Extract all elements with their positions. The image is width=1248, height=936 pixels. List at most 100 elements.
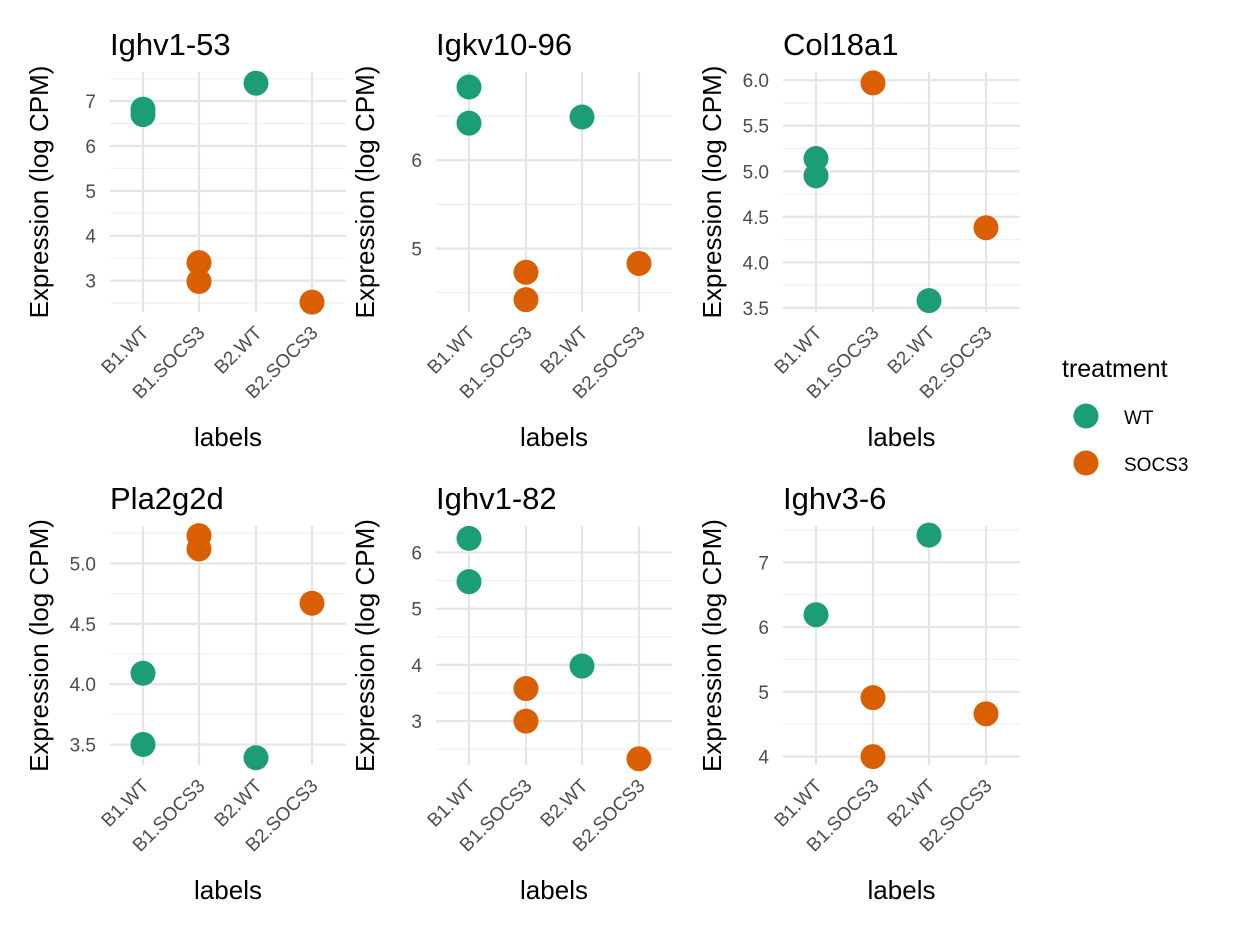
y-tick-label: 4.5	[743, 208, 769, 229]
point-b1-socs3-socs3	[513, 676, 539, 702]
y-tick-label: 7	[758, 553, 769, 574]
y-tick-label: 3.5	[743, 299, 769, 320]
legend-label-wt: WT	[1124, 408, 1154, 429]
y-tick-label: 5	[411, 600, 422, 621]
legend: treatment WT SOCS3	[1062, 355, 1188, 476]
y-tick-label: 5	[411, 239, 422, 260]
y-tick-label: 5	[758, 683, 769, 704]
point-b1-wt-wt	[456, 74, 482, 100]
y-axis-title: Expression (log CPM)	[350, 66, 380, 319]
y-tick-label: 6	[85, 137, 96, 158]
panel-title: Ighv3-6	[783, 481, 886, 516]
x-tick-label-b2-wt: B2.WT	[884, 775, 940, 831]
y-tick-label: 3	[411, 712, 422, 733]
y-tick-label: 5.0	[743, 162, 769, 183]
y-tick-label: 6.0	[743, 71, 769, 92]
y-tick-label: 6	[758, 618, 769, 639]
y-tick-label: 5.5	[743, 117, 769, 138]
point-b1-wt-wt	[456, 110, 482, 136]
x-tick-label-b1-wt: B1.WT	[98, 322, 154, 378]
point-b1-socs3-socs3	[186, 268, 212, 294]
point-b2-wt-wt	[916, 288, 942, 314]
point-b2-socs3-socs3	[973, 701, 999, 727]
point-b2-wt-wt	[569, 653, 595, 679]
x-tick-label-b2-wt: B2.WT	[211, 322, 267, 378]
legend-key-socs3	[1073, 450, 1099, 476]
x-axis-title: labels	[194, 422, 262, 452]
y-axis-title: Expression (log CPM)	[350, 519, 380, 772]
panel-title: Pla2g2d	[110, 481, 224, 516]
point-b1-wt-wt	[803, 163, 829, 189]
legend-label-socs3: SOCS3	[1124, 455, 1188, 476]
y-tick-label: 3.5	[70, 735, 96, 756]
x-axis-title: labels	[194, 875, 262, 905]
x-tick-label-b1-wt: B1.WT	[424, 775, 480, 831]
point-b2-wt-wt	[916, 522, 942, 548]
y-tick-label: 4	[411, 656, 422, 677]
point-b1-wt-wt	[456, 569, 482, 595]
point-b2-socs3-socs3	[626, 746, 652, 772]
legend-title: treatment	[1062, 355, 1168, 383]
point-b2-wt-wt	[243, 745, 269, 771]
x-tick-label-b1-wt: B1.WT	[424, 322, 480, 378]
y-axis-title: Expression (log CPM)	[697, 519, 727, 772]
y-tick-label: 5	[85, 182, 96, 203]
x-tick-label-b2-wt: B2.WT	[884, 322, 940, 378]
point-b1-socs3-socs3	[513, 259, 539, 285]
point-b1-wt-wt	[130, 731, 156, 757]
y-tick-label: 7	[85, 92, 96, 113]
point-b2-socs3-socs3	[626, 250, 652, 276]
point-b1-socs3-socs3	[860, 744, 886, 770]
y-tick-label: 6	[411, 151, 422, 172]
x-axis-title: labels	[520, 875, 588, 905]
y-tick-label: 3	[85, 272, 96, 293]
point-b1-socs3-socs3	[186, 250, 212, 276]
point-b2-wt-wt	[243, 70, 269, 96]
y-axis-title: Expression (log CPM)	[24, 66, 54, 319]
point-b1-wt-wt	[803, 602, 829, 628]
y-tick-label: 4.0	[743, 253, 769, 274]
point-b2-socs3-socs3	[973, 215, 999, 241]
point-b2-wt-wt	[569, 104, 595, 130]
point-b1-wt-wt	[456, 525, 482, 551]
point-b1-socs3-socs3	[513, 708, 539, 734]
y-tick-label: 4.0	[70, 675, 96, 696]
y-tick-label: 4	[85, 227, 96, 248]
x-tick-label-b1-wt: B1.WT	[771, 775, 827, 831]
point-b1-wt-wt	[130, 660, 156, 686]
panel-title: Igkv10-96	[436, 27, 572, 62]
legend-key-wt	[1073, 403, 1099, 429]
point-b1-socs3-socs3	[860, 685, 886, 711]
panel-title: Ighv1-82	[436, 481, 557, 516]
point-b2-socs3-socs3	[299, 289, 325, 315]
y-axis-title: Expression (log CPM)	[24, 519, 54, 772]
point-b1-wt-wt	[803, 146, 829, 172]
x-tick-label-b2-wt: B2.WT	[537, 775, 593, 831]
x-axis-title: labels	[868, 875, 936, 905]
point-b1-socs3-socs3	[186, 536, 212, 562]
panel-title: Col18a1	[783, 27, 898, 62]
x-tick-label-b2-wt: B2.WT	[211, 775, 267, 831]
x-tick-label-b1-wt: B1.WT	[771, 322, 827, 378]
point-b1-socs3-socs3	[860, 70, 886, 96]
x-axis-title: labels	[520, 422, 588, 452]
x-tick-label-b1-wt: B1.WT	[98, 775, 154, 831]
y-tick-label: 4	[758, 748, 769, 769]
x-axis-title: labels	[868, 422, 936, 452]
point-b1-wt-wt	[130, 102, 156, 128]
x-tick-label-b2-wt: B2.WT	[537, 322, 593, 378]
point-b1-socs3-socs3	[513, 287, 539, 313]
point-b2-socs3-socs3	[299, 590, 325, 616]
y-tick-label: 4.5	[70, 615, 96, 636]
y-tick-label: 5.0	[70, 554, 96, 575]
panel-title: Ighv1-53	[110, 27, 231, 62]
y-tick-label: 6	[411, 543, 422, 564]
